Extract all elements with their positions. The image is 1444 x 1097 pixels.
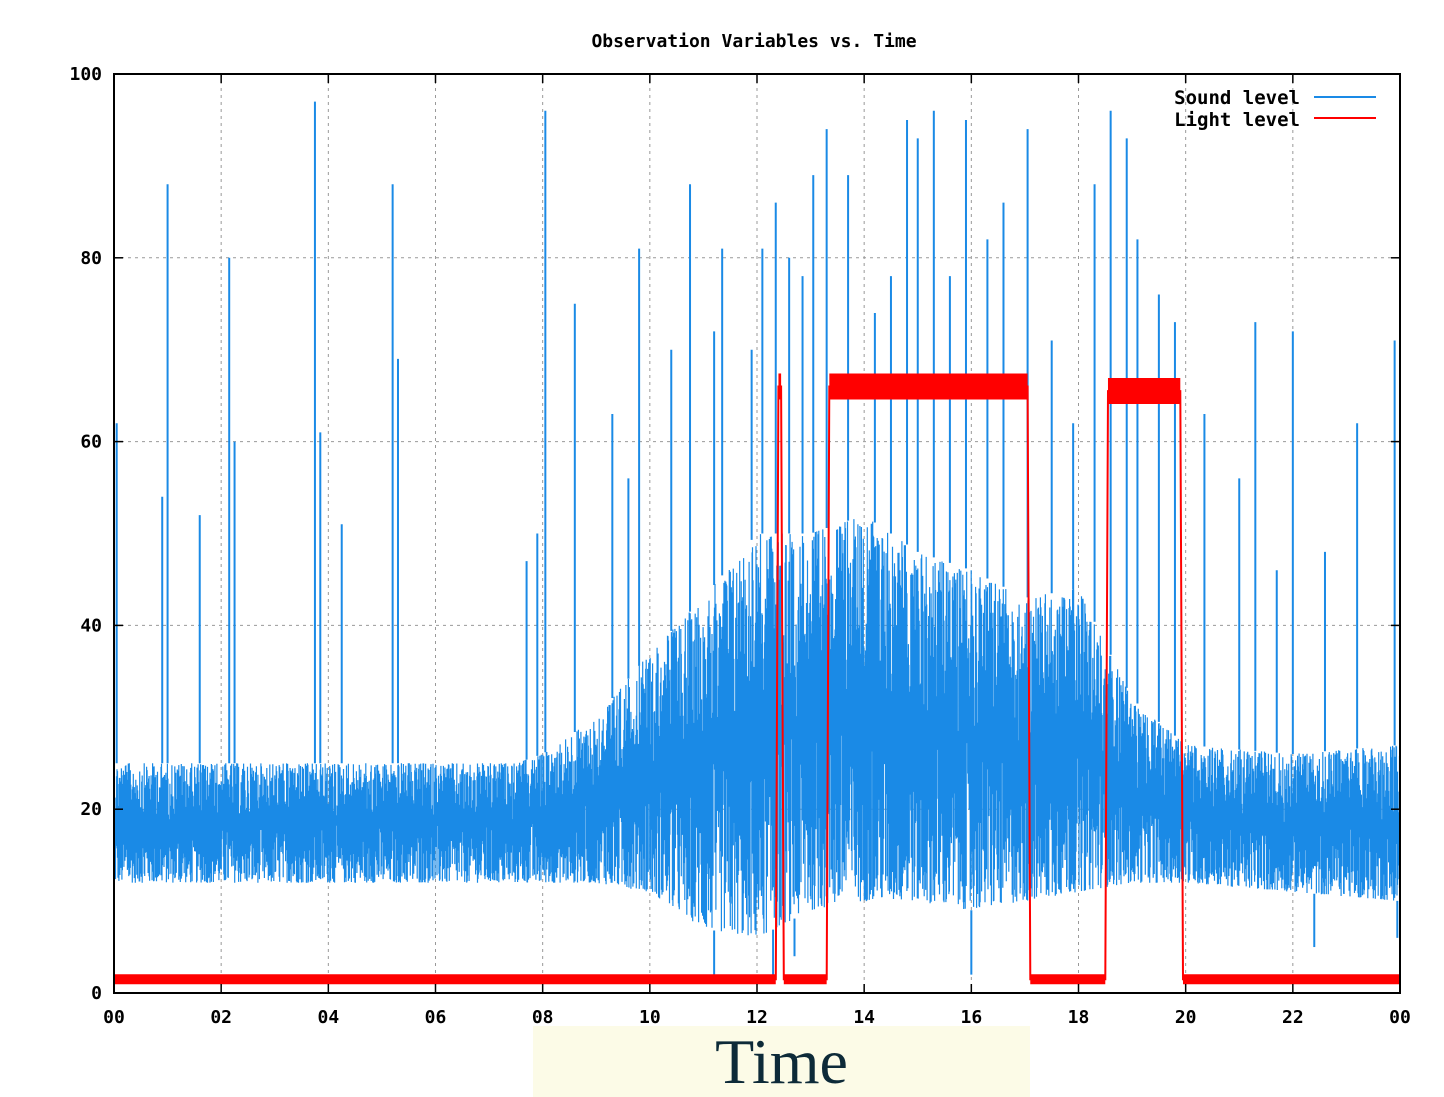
x-tick-label: 22 (1282, 1007, 1304, 1028)
series-sound-level (113, 101, 1401, 984)
x-tick-labels: 00 02 04 06 08 10 12 14 16 18 20 22 00 (103, 1007, 1411, 1028)
axis-ticks (113, 73, 1401, 994)
x-tick-label: 04 (317, 1007, 339, 1028)
y-tick-label: 100 (69, 64, 102, 85)
sound-level-band (113, 519, 1401, 936)
x-tick-label: 06 (425, 1007, 447, 1028)
y-tick-label: 20 (80, 799, 102, 820)
y-tick-labels: 0 20 40 60 80 100 (69, 64, 102, 1004)
legend: Sound level Light level (1174, 87, 1376, 131)
series-light-level (114, 373, 1400, 985)
chart-title: Observation Variables vs. Time (591, 31, 916, 52)
y-tick-label: 40 (80, 615, 102, 636)
x-tick-label: 00 (103, 1007, 125, 1028)
x-tick-label: 16 (960, 1007, 982, 1028)
x-axis-label: Time (715, 1025, 848, 1097)
x-axis-label-box: Time (533, 1026, 1030, 1097)
x-tick-label: 18 (1068, 1007, 1090, 1028)
y-tick-label: 0 (91, 983, 102, 1004)
x-tick-label: 12 (746, 1007, 768, 1028)
legend-label-light-level: Light level (1174, 109, 1300, 131)
x-tick-label: 08 (532, 1007, 554, 1028)
legend-label-sound-level: Sound level (1174, 87, 1300, 109)
x-tick-label: 14 (853, 1007, 875, 1028)
x-tick-label: 00 (1389, 1007, 1411, 1028)
x-tick-label: 20 (1175, 1007, 1197, 1028)
y-tick-label: 80 (80, 248, 102, 269)
y-tick-label: 60 (80, 432, 102, 453)
x-tick-label: 02 (210, 1007, 232, 1028)
x-tick-label: 10 (639, 1007, 661, 1028)
